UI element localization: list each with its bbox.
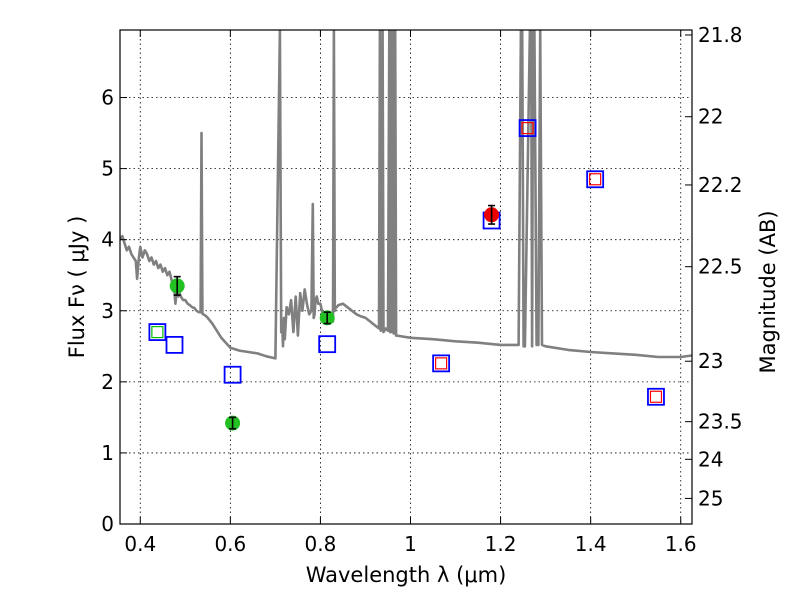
right-tick-label: 22 — [698, 105, 723, 129]
x-tick-label: 1.4 — [575, 532, 607, 556]
y-tick-label: 3 — [101, 299, 114, 323]
y-tick-label: 1 — [101, 441, 114, 465]
right-tick-label: 24 — [698, 447, 723, 471]
x-tick-label: 1 — [404, 532, 417, 556]
right-tick-label: 22.2 — [698, 173, 743, 197]
right-tick-label: 22.5 — [698, 255, 743, 279]
y-tick-label: 2 — [101, 370, 114, 394]
model-photometry-square — [318, 335, 337, 354]
model-photometry-square — [518, 119, 537, 137]
model-photometry-square — [647, 387, 665, 406]
observed-inner-square — [649, 390, 663, 403]
grid-layer — [120, 30, 692, 524]
right-tick-label: 25 — [698, 486, 723, 510]
model-photometry-square — [223, 365, 242, 384]
plot-frame — [119, 29, 693, 525]
x-tick-label: 1.2 — [485, 532, 517, 556]
y-tick-label: 0 — [101, 512, 114, 536]
x-tick-label: 0.4 — [124, 532, 156, 556]
model-photometry-square — [165, 335, 184, 354]
observed-inner-square — [151, 325, 164, 339]
y-tick-label: 5 — [101, 157, 114, 181]
x-axis-label: Wavelength λ (μm) — [306, 563, 507, 587]
model-photometry-square — [586, 170, 605, 189]
x-tick-label: 0.8 — [305, 532, 337, 556]
x-tick-label: 0.6 — [214, 532, 246, 556]
marker-layer — [148, 119, 665, 431]
model-photometry-square — [148, 323, 167, 341]
model-spectrum-line — [120, 30, 692, 360]
observed-inner-square — [521, 121, 534, 135]
y-axis-label: Flux Fν ( μJy ) — [65, 216, 89, 359]
model-photometry-square — [432, 354, 451, 373]
right-tick-label: 21.8 — [698, 23, 743, 47]
right-tick-label: 23.5 — [698, 410, 743, 434]
observed-inner-square — [435, 357, 448, 370]
right-axis-label: Magnitude (AB) — [756, 210, 780, 373]
observed-inner-square — [589, 173, 602, 186]
x-tick-label: 1.6 — [665, 532, 697, 556]
right-tick-label: 23 — [698, 349, 723, 373]
y-tick-label: 6 — [101, 86, 114, 110]
y-tick-label: 4 — [101, 228, 114, 252]
spectrum-layer — [120, 30, 692, 360]
tick-layer: 0.4 0.6 0.8 1 1.2 1.4 1.6012345621.82222.222.5… — [101, 23, 742, 556]
